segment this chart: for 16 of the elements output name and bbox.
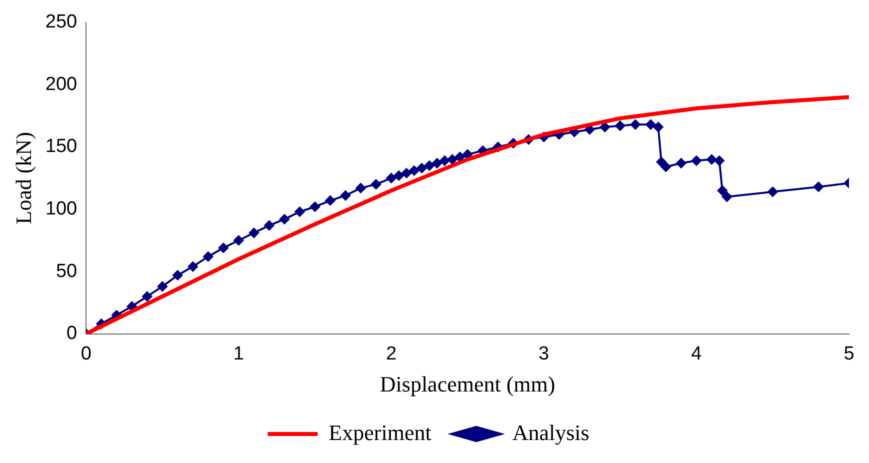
y-tick-label: 150 bbox=[45, 136, 78, 158]
y-tick-label: 250 bbox=[45, 12, 78, 33]
y-tick-label: 100 bbox=[45, 198, 78, 220]
x-axis-title: Displacement (mm) bbox=[380, 372, 556, 397]
x-tick-label: 0 bbox=[80, 343, 92, 364]
legend-label: Analysis bbox=[512, 420, 590, 445]
y-tick-label: 200 bbox=[45, 74, 78, 95]
legend-label: Experiment bbox=[328, 420, 432, 445]
x-tick-label: 1 bbox=[233, 343, 244, 364]
x-tick-label: 2 bbox=[386, 343, 397, 364]
x-tick-label: 5 bbox=[844, 343, 854, 364]
y-axis-title: Load (kN) bbox=[10, 132, 36, 224]
y-tick-label: 0 bbox=[66, 323, 78, 344]
y-tick-label: 50 bbox=[56, 260, 78, 282]
x-tick-label: 3 bbox=[538, 343, 550, 364]
x-tick-label: 4 bbox=[691, 343, 702, 364]
